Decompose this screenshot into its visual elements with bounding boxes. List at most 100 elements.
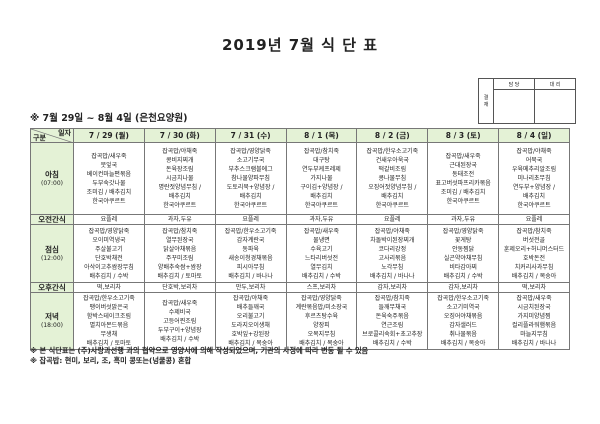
page-title: 2019년 7월 식 단 표	[221, 36, 379, 54]
date-label: 일자	[58, 129, 71, 137]
approval-col-manager: 담 당	[493, 78, 535, 90]
menu-item: 조미김 / 배추김치	[86, 188, 132, 196]
menu-item: 배추김치 / 수박	[301, 272, 341, 280]
menu-item: 고등어찐조림	[163, 317, 197, 325]
menu-cell: 잡곡밥/야채죽 배추들깨국 오리불고기 도라지오이생채 호박잎+강된장 배추김치 / 복숭…	[214, 292, 287, 350]
menu-item: 잡곡밥/야채죽	[162, 148, 198, 155]
menu-item: 잡곡밥/영양닭죽	[301, 295, 342, 302]
menu-item: 연근조림	[381, 322, 404, 329]
menu-item: 차돌박이된장찌개	[370, 236, 415, 244]
menu-item: 치커리사과무침	[514, 263, 554, 271]
menu-item: 배추김치 / 수박	[160, 335, 200, 343]
menu-item: 배추김치 / 수박	[89, 272, 129, 280]
menu-item: 버섯전골	[522, 236, 546, 244]
menu-item: 잡곡밥/참치죽	[516, 227, 552, 235]
day-header: 8 / 3 (토)	[427, 128, 500, 143]
notes: ※ 본 식단표는 (주)사랑과선행 과의 협약으로 영양사에 의해 작성되었으며…	[30, 346, 368, 366]
menu-item: 시금치된장국	[517, 304, 551, 311]
menu-item: 배추김치 / 복숭아	[440, 340, 486, 347]
menu-cell: 잡곡밥/야채죽 차돌박이된장찌개 코다리강정 고사리볶음 노각무침 배추김치 / 바나나	[356, 224, 429, 283]
menu-item: 가지미양념찜	[517, 313, 551, 320]
approval-sign-deputy[interactable]	[534, 89, 576, 124]
approval-sign-manager[interactable]	[493, 89, 535, 124]
menu-item: 배추김치	[381, 193, 404, 200]
menu-item: 소고기무국	[236, 157, 265, 164]
note-2: ※ 잡곡밥: 현미, 보리, 조, 흑미 콩또는(넝쿨콩) 혼합	[30, 356, 192, 365]
note-1: ※ 본 식단표는 (주)사랑과선행 과의 협약으로 영양사에 의해 작성되었으며…	[30, 346, 369, 355]
meal-label: 오후간식	[30, 282, 74, 293]
menu-cell: 감자,보리차	[356, 282, 429, 293]
menu-item: 한국야쿠르트	[517, 202, 551, 209]
menu-cell: 감자,보리차	[427, 282, 500, 293]
menu-item: 배추김치	[522, 193, 546, 200]
menu-item: 시금치나물	[165, 175, 194, 182]
menu-item: 단호박채전	[95, 254, 123, 262]
menu-item: 뭇잎국	[100, 161, 118, 169]
menu-item: 잡곡밥/참치죽	[162, 227, 198, 235]
menu-item: 닭살야채볶음	[163, 245, 197, 253]
menu-cell: 만두,보리차	[214, 282, 287, 293]
menu-item: 배추김치 / 바나나	[370, 272, 415, 280]
menu-item: 노각무침	[381, 263, 404, 271]
menu-item: 잡곡밥/야채죽	[233, 295, 269, 302]
day-header: 8 / 4 (일)	[498, 128, 570, 143]
day-header: 7 / 29 (월)	[73, 128, 145, 143]
menu-item: 한국야쿠르트	[163, 202, 197, 209]
menu-item: 수제비국	[168, 308, 191, 316]
menu-cell: 잡곡밥/영양닭죽 계란볶음밥/미소장국 후르츠탕수육 양장피 오복지무침 배추김치 / 복…	[285, 292, 358, 350]
menu-item: 한국야쿠르트	[446, 197, 480, 205]
menu-item: 안동찜닭	[452, 245, 475, 253]
menu-cell: 과자,두유	[143, 214, 216, 225]
menu-cell: 잡곡밥/야채죽 콩비지찌개 돈육장조림 시금치나물 명란젓양념무침 / 배추김치 한국야쿠르…	[143, 142, 216, 215]
menu-item: 배추김치 / 바나나	[228, 272, 273, 280]
menu-item: 동태조전	[452, 170, 475, 178]
menu-item: 팽이버섯맑은국	[89, 304, 129, 311]
menu-cell: 요플레	[214, 214, 287, 225]
menu-item: 열무된장국	[165, 236, 194, 244]
day-header: 7 / 31 (수)	[214, 128, 287, 143]
menu-cell: 요플레	[498, 214, 570, 225]
day-header: 8 / 2 (금)	[356, 128, 429, 143]
menu-item: 도토리묵+양념장 /	[226, 184, 275, 191]
menu-cell: 잡곡밥/영양닭죽 소고기무국 부추스크램블에그 참나물양파무침 도토리묵+양념장 / 배추…	[214, 142, 287, 215]
menu-item: 함박스테이크조림	[86, 313, 131, 320]
menu-item: 새송이청경채볶음	[228, 254, 273, 262]
menu-item: 배추김치 / 토마토	[86, 340, 132, 347]
menu-item: 고사리볶음	[378, 254, 407, 262]
menu-item: 후르츠탕수육	[304, 313, 339, 320]
menu-item: 비타감아찌	[449, 263, 477, 271]
menu-item: 베이컨마늘편볶음	[86, 170, 131, 178]
period-label: ※ 7월 29일 ~ 8월 4일 (은천요양원)	[30, 113, 188, 124]
menu-item: 구이김+양념장 /	[300, 184, 343, 191]
menu-item: 잡곡밥/한우소고기죽	[224, 227, 277, 235]
menu-item: 두부숙갓나물	[92, 179, 126, 187]
menu-item: 브로콜리숙회+초고추장	[362, 331, 423, 338]
menu-cell: 잡곡밥/한우소고기죽 팽이버섯맑은국 함박스테이크조림 멸치아몬드볶음 무생채 배추김치 …	[73, 292, 145, 350]
menu-item: 한국야쿠르트	[304, 202, 339, 209]
menu-cell: 잡곡밥/한우소고기죽 감자계란국 동파육 새송이청경채볶음 피시아무침 배추김치 / 바나…	[214, 224, 287, 283]
menu-item: 건새우아욱국	[375, 157, 409, 164]
menu-item: 도라지오이생채	[231, 322, 270, 329]
menu-item: 우육메추리알조림	[511, 166, 557, 173]
menu-item: 잡곡밥/한우소고기죽	[83, 295, 135, 302]
menu-cell: 잡곡밥/한우소고기죽 건새우아욱국 떡갈비조림 콩나물무침 오징어젓양념무침 / 배추김치…	[356, 142, 429, 215]
menu-item: 배추김치 / 수박	[443, 272, 483, 280]
menu-cell: 잡곡밥/참치죽 들깨무채국 돈육숙주볶음 연근조림 브로콜리숙회+초고추장 배추김치 / …	[356, 292, 429, 350]
menu-item: 오이미역냉국	[92, 236, 126, 244]
menu-table: 일자 구분 7 / 29 (월) 7 / 30 (화) 7 / 31 (수) 8 / …	[30, 128, 570, 350]
menu-item: 열무김치	[310, 263, 333, 271]
menu-cell: 잡곡밥/새우죽 근대된장국 동태조전 표고버섯파프리카볶음 조미김 / 배추김치 한국야쿠…	[427, 142, 500, 215]
menu-item: 어묵국	[525, 157, 543, 164]
menu-cell: 잡곡밥/야채죽 어묵국 우육메추리알조림 미나리초무침 연두부+양념장 / 배추김치 한국야…	[498, 142, 570, 215]
menu-item: 배추김치	[239, 193, 262, 200]
menu-cell: 잡곡밥/새우죽 물냉면 수육고기 느타리버섯전 열무김치 배추김치 / 수박	[285, 224, 358, 283]
menu-item: 미나리초무침	[517, 175, 551, 182]
menu-item: 물냉면	[313, 236, 330, 244]
menu-item: 감자계란국	[236, 236, 265, 244]
meal-row-am-snack: 오전간식 요플레 과자,두유 요플레 과자,두유 요플레 과자,두유 요플레	[30, 214, 570, 225]
menu-item: 멸치아몬드볶음	[89, 322, 129, 329]
menu-item: 감자샐러드	[449, 322, 477, 329]
menu-item: 잡곡밥/새우죽	[162, 299, 198, 307]
